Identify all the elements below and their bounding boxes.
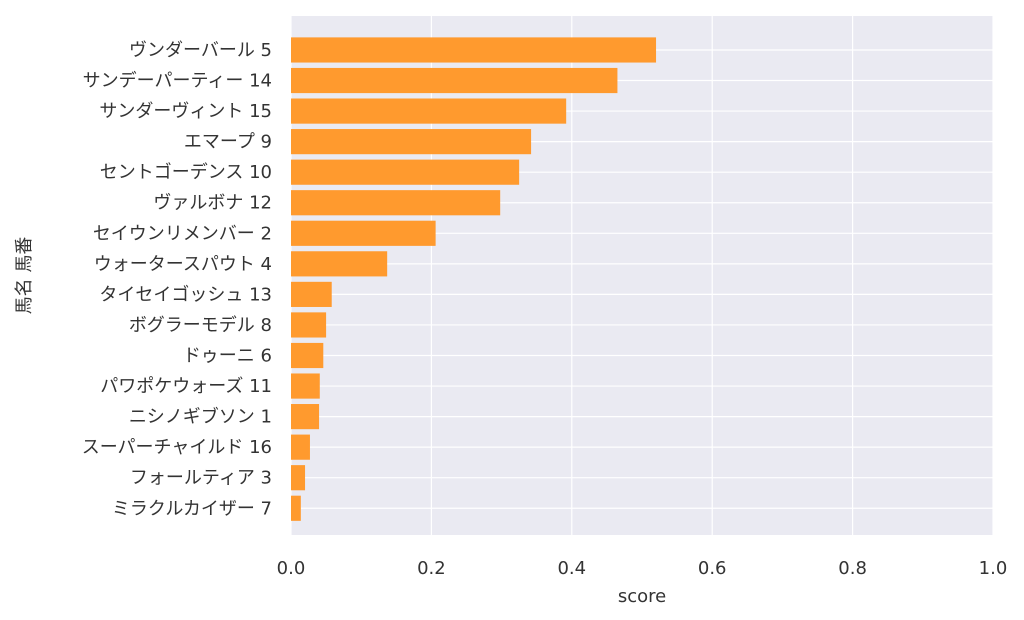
bar	[291, 434, 310, 460]
y-tick-label: セントゴーデンス 10	[100, 162, 272, 183]
bar	[291, 129, 532, 155]
bar	[291, 373, 320, 399]
bar	[291, 98, 567, 124]
y-tick-label: ヴァルボナ 12	[153, 193, 272, 214]
bar	[291, 312, 327, 338]
x-tick-label: 0.8	[838, 558, 867, 579]
y-tick-label: サンダーヴィント 15	[99, 101, 272, 122]
x-tick-label: 0.0	[277, 558, 306, 579]
x-tick-label: 0.6	[698, 558, 727, 579]
x-tick-label: 0.2	[417, 558, 446, 579]
y-tick-label: ドゥーニ 6	[183, 345, 272, 366]
y-tick-label: タイセイゴッシュ 13	[99, 284, 272, 305]
bar	[291, 495, 301, 521]
x-axis-label: score	[618, 586, 666, 607]
bar	[291, 465, 306, 491]
y-axis-label: 馬名 馬番	[14, 237, 35, 315]
bar	[291, 404, 320, 430]
y-tick-label: パワポケウォーズ 11	[100, 376, 272, 397]
bar	[291, 281, 332, 307]
y-tick-label: ボグラーモデル 8	[129, 315, 272, 336]
y-tick-label: ミラクルカイザー 7	[112, 498, 272, 519]
y-tick-label: スーパーチャイルド 16	[82, 437, 272, 458]
y-tick-label: ニシノギブソン 1	[129, 406, 272, 428]
x-tick-label: 0.4	[557, 558, 586, 579]
bar	[291, 190, 501, 216]
x-tick-label: 1.0	[979, 558, 1008, 579]
bar	[291, 251, 388, 277]
y-tick-label: ヴンダーバール 5	[129, 40, 272, 61]
bar	[291, 67, 618, 94]
y-tick-labels: ヴンダーバール 5 サンデーパーティー 14 サンダーヴィント 15 エマープ 9 セン…	[82, 40, 272, 519]
y-tick-label: セイウンリメンバー 2	[93, 223, 272, 244]
bar	[291, 220, 436, 246]
plot-area	[291, 16, 993, 535]
x-tick-labels: 0.0 0.2 0.4 0.6 0.8 1.0	[277, 558, 1008, 579]
y-tick-label: ウォータースパウト 4	[94, 254, 272, 275]
y-tick-label: フォールティア 3	[130, 468, 272, 489]
bars	[291, 37, 657, 521]
y-tick-label: サンデーパーティー 14	[83, 71, 272, 92]
bar	[291, 37, 657, 63]
bar	[291, 159, 520, 185]
y-tick-label: エマープ 9	[184, 132, 272, 153]
bar	[291, 342, 324, 369]
